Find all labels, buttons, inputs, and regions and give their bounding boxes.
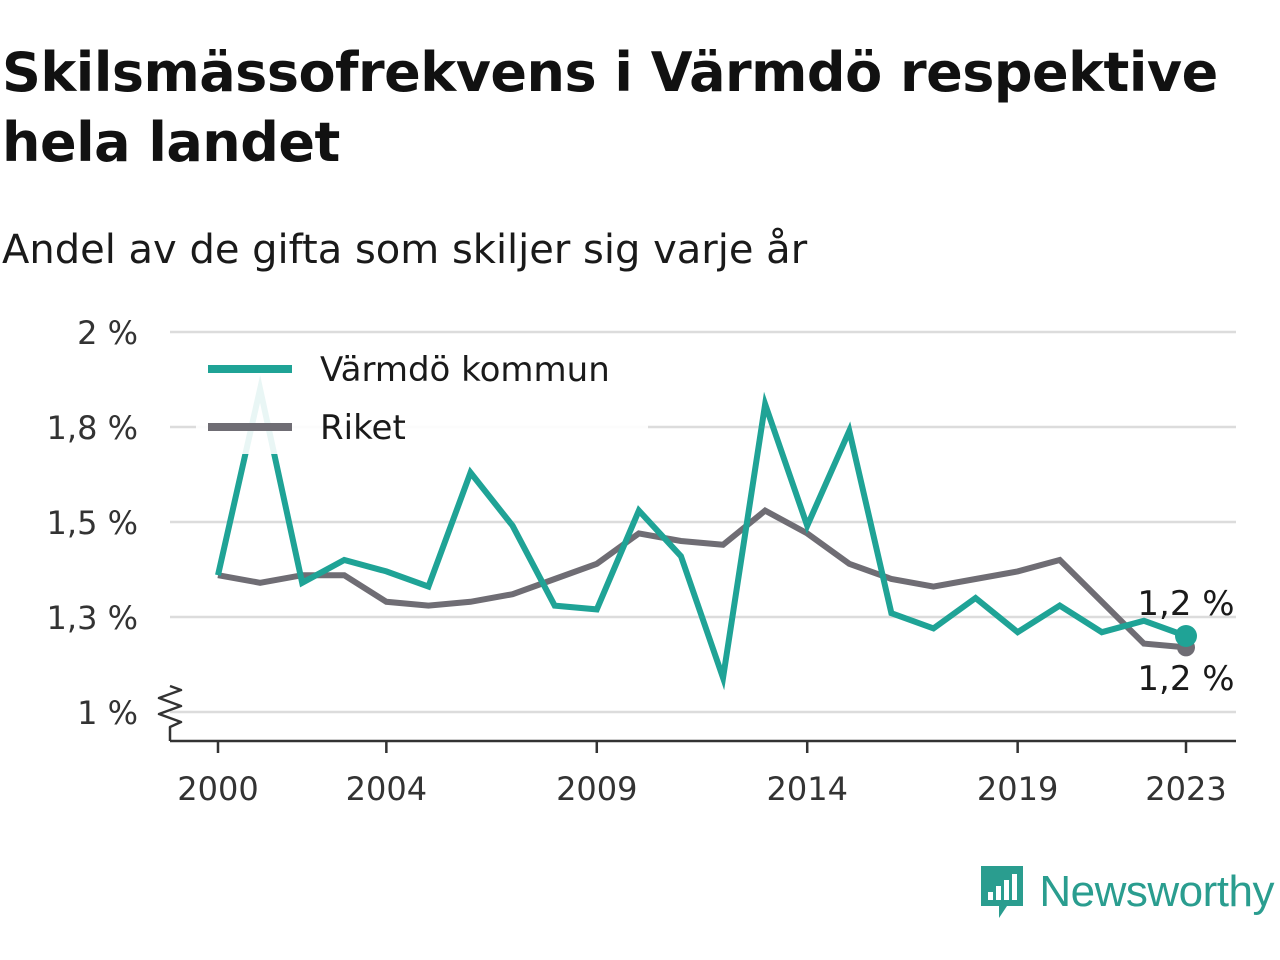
x-tick-label: 2004 [346,770,427,808]
y-tick-label: 1,5 % [47,504,138,542]
newsworthy-logo-icon [981,866,1024,918]
y-tick-label: 1,8 % [47,409,138,447]
y-tick-label: 2 % [77,314,138,352]
x-tick-label: 2009 [556,770,637,808]
y-tick-label: 1 % [77,694,138,732]
series-line-1 [217,507,1187,651]
brand-name: Newsworthy [1039,867,1274,916]
newsworthy-logo[interactable]: Newsworthy [977,862,1274,922]
legend-label: Riket [320,408,406,448]
x-tick-label: 2019 [977,770,1058,808]
series-line-0 [215,375,1188,691]
y-axis-ticks: 1 % 1,3 % 1,5 % 1,8 % 2 % [47,314,138,732]
chart-title: Skilsmässofrekvens i Värmdö respektive h… [2,41,1218,174]
axis-break-mark [157,684,183,741]
line-chart: 1 %1,3 %1,5 %1,8 %2 % 2000 2004 2009 2014 20… [47,314,1236,808]
x-axis [157,684,1236,743]
end-label: 1,2 % [1137,584,1234,624]
x-tick-label: 2023 [1145,770,1226,808]
legend-label: Värmdö kommun [320,350,610,390]
chart-subtitle: Andel av de gifta som skiljer sig varje … [2,227,808,273]
x-axis-ticks: 2000 2004 2009 2014 2019 2023 [177,741,1227,808]
y-tick-label: 1,3 % [47,599,138,637]
end-labels: 1,2 % 1,2 % [1137,584,1234,699]
x-tick-label: 2014 [766,770,847,808]
series-lines [215,375,1197,691]
gridlines [170,330,1236,714]
series-end-point-0 [1175,625,1197,647]
legend: Värmdö kommun Riket [196,342,648,454]
legend-background [196,342,648,454]
x-tick-label: 2000 [177,770,258,808]
end-label: 1,2 % [1137,659,1234,699]
